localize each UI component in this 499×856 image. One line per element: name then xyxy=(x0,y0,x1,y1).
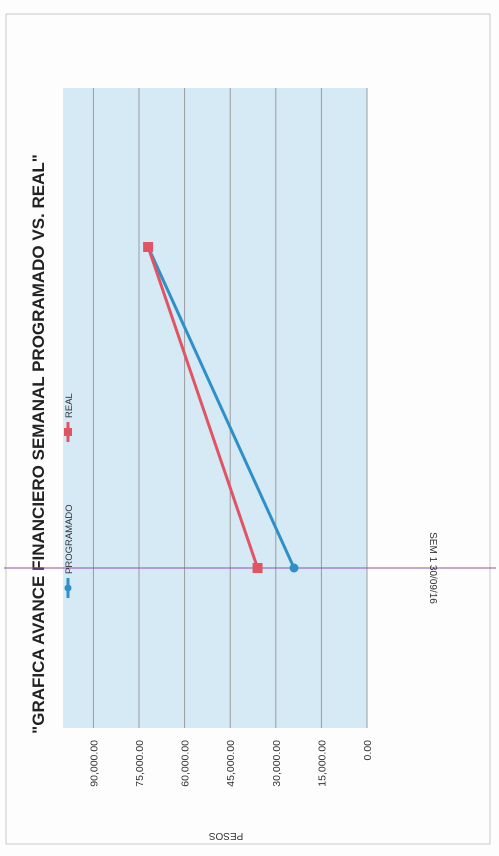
gridlines xyxy=(92,88,368,728)
tick-label-5: 75,000.00 xyxy=(134,740,146,787)
legend-label-0: PROGRAMADO xyxy=(64,504,75,574)
plot-area xyxy=(63,88,367,728)
tick-label-3: 45,000.00 xyxy=(225,740,237,787)
series-line-1 xyxy=(146,246,259,569)
series-1-point-1 xyxy=(143,242,154,252)
category-axis: SEM 1 30/09/16 xyxy=(4,532,496,604)
tick-label-4: 60,000.00 xyxy=(180,740,192,787)
category-label: SEM 1 30/09/16 xyxy=(427,532,438,604)
chart-border xyxy=(5,13,491,845)
tick-label-2: 30,000.00 xyxy=(271,740,283,787)
legend: PROGRAMADO REAL xyxy=(64,393,75,598)
value-axis-label: PESOS xyxy=(208,830,243,841)
chart-title: "GRAFICA AVANCE FINANCIERO SEMANAL PROGR… xyxy=(29,154,48,734)
series-line-0 xyxy=(146,246,296,569)
tick-label-6: 90,000.00 xyxy=(88,740,100,787)
tick-label-1: 15,000.00 xyxy=(316,740,328,787)
value-axis-ticks: 0.00 15,000.00 30,000.00 45,000.00 60,000.00… xyxy=(88,740,374,787)
series-0-point-0 xyxy=(289,563,299,573)
tick-label-0: 0.00 xyxy=(362,740,374,761)
legend-swatch-marker-1 xyxy=(64,428,72,436)
legend-swatch-marker-0 xyxy=(64,584,72,592)
series-1-point-0 xyxy=(252,563,263,573)
series-lines xyxy=(143,242,299,573)
legend-label-1: REAL xyxy=(64,393,75,418)
